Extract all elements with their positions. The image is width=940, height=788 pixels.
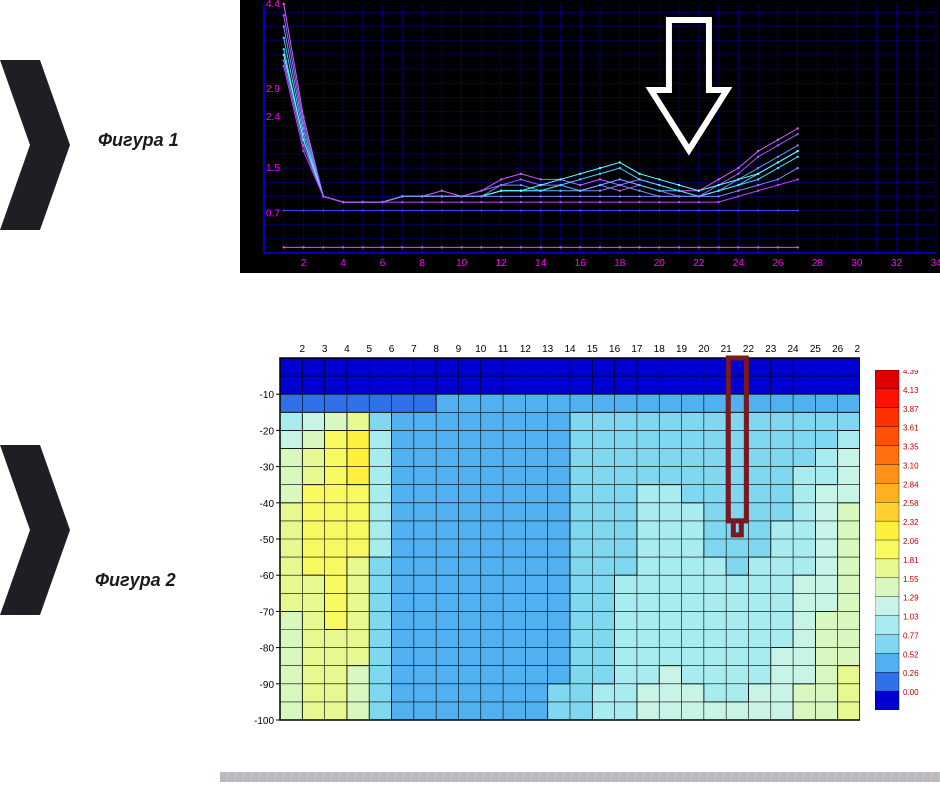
svg-text:20: 20 bbox=[698, 344, 710, 355]
svg-text:16: 16 bbox=[609, 344, 621, 355]
svg-text:3.61: 3.61 bbox=[903, 424, 919, 433]
svg-text:26: 26 bbox=[832, 344, 844, 355]
svg-text:1.03: 1.03 bbox=[903, 613, 919, 622]
svg-text:28: 28 bbox=[812, 258, 824, 269]
decor-arrow-2 bbox=[0, 445, 70, 615]
svg-text:27: 27 bbox=[854, 344, 860, 355]
figure2-colorbar: 4.39 4.13 3.87 3.61 3.35 3.10 2.84 2.58 2.32 2.06… bbox=[875, 370, 939, 710]
svg-text:24: 24 bbox=[733, 258, 745, 269]
svg-text:17: 17 bbox=[631, 344, 643, 355]
svg-text:0.7: 0.7 bbox=[266, 208, 280, 219]
svg-text:2.9: 2.9 bbox=[266, 84, 280, 95]
svg-text:18: 18 bbox=[654, 344, 666, 355]
svg-text:18: 18 bbox=[614, 258, 626, 269]
svg-text:13: 13 bbox=[542, 344, 554, 355]
figure2-label: Фигура 2 bbox=[95, 570, 176, 591]
svg-text:22: 22 bbox=[693, 258, 705, 269]
svg-text:12: 12 bbox=[496, 258, 508, 269]
svg-text:0.52: 0.52 bbox=[903, 650, 919, 659]
svg-text:3.35: 3.35 bbox=[903, 443, 919, 452]
svg-text:-60: -60 bbox=[260, 571, 275, 582]
svg-text:4: 4 bbox=[340, 258, 346, 269]
svg-text:-10: -10 bbox=[260, 390, 275, 401]
svg-text:1.29: 1.29 bbox=[903, 594, 919, 603]
svg-text:0.77: 0.77 bbox=[903, 631, 919, 640]
svg-text:10: 10 bbox=[475, 344, 487, 355]
svg-text:15: 15 bbox=[587, 344, 599, 355]
svg-text:1.81: 1.81 bbox=[903, 556, 919, 565]
svg-text:-40: -40 bbox=[260, 499, 275, 510]
svg-text:11: 11 bbox=[498, 344, 509, 355]
svg-text:-20: -20 bbox=[260, 426, 275, 437]
svg-text:14: 14 bbox=[564, 344, 576, 355]
svg-text:19: 19 bbox=[676, 344, 688, 355]
svg-text:-30: -30 bbox=[260, 463, 275, 474]
svg-text:21: 21 bbox=[721, 344, 733, 355]
svg-text:-100: -100 bbox=[254, 716, 274, 727]
svg-text:0.00: 0.00 bbox=[903, 688, 919, 697]
svg-text:4.39: 4.39 bbox=[903, 370, 919, 376]
decor-arrow-1 bbox=[0, 60, 70, 230]
svg-text:12: 12 bbox=[520, 344, 532, 355]
svg-text:26: 26 bbox=[772, 258, 784, 269]
figure2-heatmap: 2345678910111213141516171819202122232425… bbox=[240, 338, 860, 728]
svg-text:6: 6 bbox=[380, 258, 386, 269]
svg-text:-50: -50 bbox=[260, 535, 275, 546]
svg-text:1.55: 1.55 bbox=[903, 575, 919, 584]
svg-text:10: 10 bbox=[456, 258, 468, 269]
svg-text:8: 8 bbox=[419, 258, 425, 269]
svg-text:2.84: 2.84 bbox=[903, 480, 919, 489]
svg-text:25: 25 bbox=[810, 344, 822, 355]
figure1-line-chart: 2468101214161820222426283032340.71.52.42… bbox=[240, 0, 940, 273]
svg-text:32: 32 bbox=[891, 258, 903, 269]
svg-text:3: 3 bbox=[322, 344, 328, 355]
svg-text:1.5: 1.5 bbox=[266, 163, 280, 174]
svg-text:2.06: 2.06 bbox=[903, 537, 919, 546]
svg-text:9: 9 bbox=[456, 344, 462, 355]
svg-text:2.4: 2.4 bbox=[266, 112, 280, 123]
svg-text:2: 2 bbox=[301, 258, 307, 269]
svg-text:30: 30 bbox=[851, 258, 863, 269]
svg-text:5: 5 bbox=[366, 344, 372, 355]
svg-text:3.10: 3.10 bbox=[903, 461, 919, 470]
svg-text:2.58: 2.58 bbox=[903, 499, 919, 508]
figure1-label: Фигура 1 bbox=[98, 130, 179, 151]
svg-text:20: 20 bbox=[654, 258, 666, 269]
svg-text:24: 24 bbox=[788, 344, 800, 355]
svg-text:2.32: 2.32 bbox=[903, 518, 919, 527]
svg-text:-70: -70 bbox=[260, 607, 275, 618]
svg-text:6: 6 bbox=[389, 344, 395, 355]
svg-text:4.4: 4.4 bbox=[266, 0, 280, 10]
svg-text:3.87: 3.87 bbox=[903, 405, 919, 414]
bottom-divider bbox=[220, 772, 940, 782]
svg-text:4: 4 bbox=[344, 344, 350, 355]
svg-text:14: 14 bbox=[535, 258, 547, 269]
svg-text:16: 16 bbox=[575, 258, 587, 269]
svg-text:23: 23 bbox=[765, 344, 777, 355]
svg-text:34: 34 bbox=[930, 258, 940, 269]
svg-text:2: 2 bbox=[300, 344, 306, 355]
svg-text:7: 7 bbox=[411, 344, 417, 355]
svg-text:0.26: 0.26 bbox=[903, 669, 919, 678]
svg-text:4.13: 4.13 bbox=[903, 386, 919, 395]
svg-text:-80: -80 bbox=[260, 644, 275, 655]
svg-text:-90: -90 bbox=[260, 680, 275, 691]
svg-text:8: 8 bbox=[433, 344, 439, 355]
svg-text:22: 22 bbox=[743, 344, 755, 355]
